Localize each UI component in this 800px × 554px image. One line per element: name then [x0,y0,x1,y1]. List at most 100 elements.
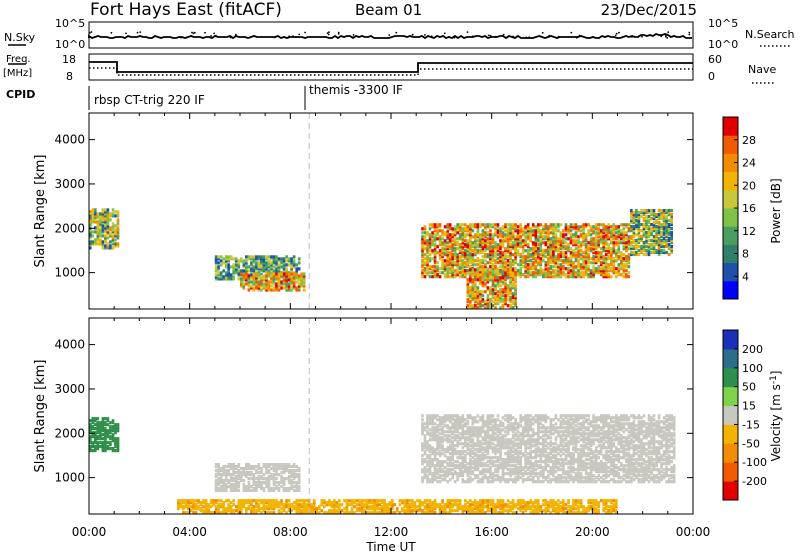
power-cell [441,237,444,241]
power-cell [552,255,555,259]
velocity-cell [474,416,477,420]
velocity-cell [94,417,97,421]
power-cell [632,217,636,221]
velocity-cell [224,473,228,477]
power-cell [607,255,610,259]
cpid-entry-1: rbsp CT-trig 220 IF [94,93,205,107]
power-cell [650,209,653,213]
power-cell [260,274,263,278]
velocity-cell [491,472,495,476]
power-cell [640,211,643,215]
velocity-cell [423,470,427,474]
velocity-cell [245,488,248,493]
power-cell [574,231,578,235]
power-cell [612,245,616,249]
power-cell [594,243,598,247]
power-cell [574,247,578,251]
power-cell [471,294,475,298]
velocity-cell [539,436,543,440]
power-cell [423,227,427,231]
velocity-cell [426,474,429,478]
power-cell [602,239,605,243]
power-cell [458,271,462,275]
power-cell [615,267,618,271]
velocity-cell [489,468,492,472]
power-cell [574,267,578,271]
power-cell [526,229,530,233]
power-cell [604,249,608,253]
power-cell [516,239,520,243]
velocity-cell [494,468,497,472]
power-cell [458,247,462,251]
velocity-cell [229,485,233,489]
velocity-cell [496,442,500,446]
power-cell [458,251,462,255]
velocity-cell [104,429,107,433]
power-cell [640,236,643,241]
velocity-cell [250,471,253,475]
velocity-cell [451,424,454,428]
velocity-cell [519,468,522,472]
power-cell [494,253,497,257]
power-cell [547,275,550,279]
power-cell [250,273,253,277]
power-cell [504,290,507,294]
velocity-cell [101,433,105,437]
power-cell [632,227,636,231]
velocity-cell [572,434,575,438]
velocity-cell [484,474,487,478]
power-cell [486,288,490,292]
velocity-cell [582,424,585,428]
power-cell [426,263,429,267]
velocity-cell [267,481,271,485]
power-cell [509,223,512,227]
nsearch-point [541,31,544,34]
power-cell [597,239,600,243]
velocity-cell [537,436,540,440]
power-cell [514,302,517,306]
velocity-cell [486,480,490,484]
power-cell [655,229,658,233]
power-cell [602,227,605,231]
velocity-cell [547,454,550,458]
power-cell [594,241,598,245]
velocity-cell [506,428,510,432]
velocity-cell [242,473,246,477]
velocity-cell [448,448,452,452]
power-cell [94,238,97,242]
velocity-cell [466,478,470,482]
power-cell [458,275,462,279]
power-cell [577,241,580,245]
power-cell [537,227,540,231]
power-cell [567,275,570,279]
power-cell [630,227,633,231]
power-cell [506,249,510,253]
velocity-cell [428,446,432,450]
power-cell [101,230,105,234]
velocity-cell [479,478,482,482]
power-cell [496,276,500,280]
noise-tick-left-top: 10^5 [55,17,85,30]
velocity-cell [104,423,107,427]
power-cell [620,229,623,233]
power-cell [642,242,646,247]
power-cell [499,288,502,292]
nsearch-point [512,35,515,38]
power-cell [509,233,512,237]
velocity-cell [451,472,454,476]
power-cell [511,263,515,267]
velocity-cell [96,447,100,451]
power-cell [562,255,565,259]
power-cell [514,255,517,259]
velocity-cell [116,445,120,449]
power-cell [471,298,475,302]
power-cell [607,273,610,277]
power-cell [509,251,512,255]
power-cell [479,259,482,263]
power-cell [446,273,449,277]
velocity-cell [217,479,220,483]
power-cell [630,240,633,245]
power-cell [630,229,633,233]
power-cell [662,229,666,233]
velocity-cell [519,470,522,474]
